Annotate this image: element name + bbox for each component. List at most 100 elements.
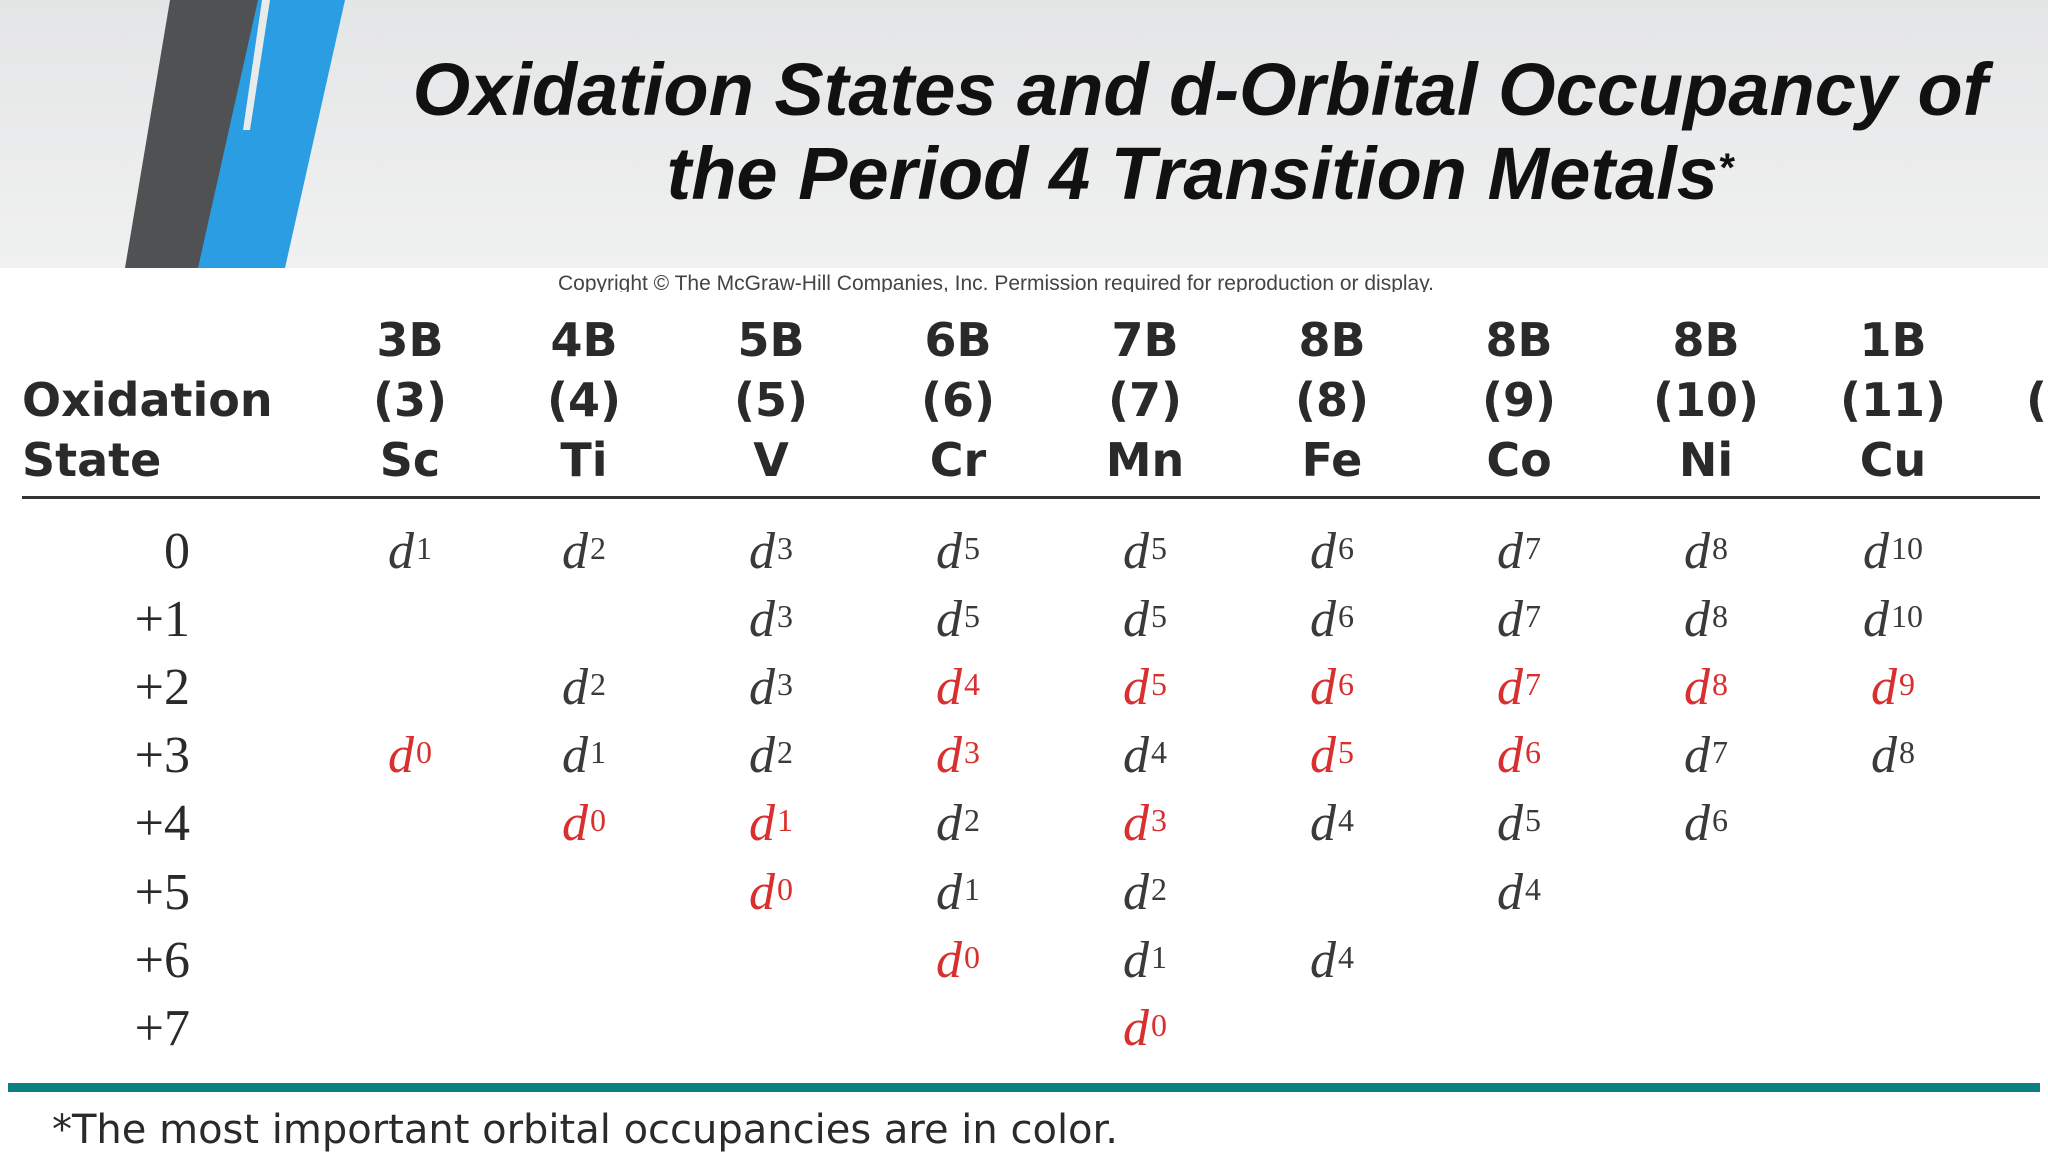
electron-count: 7 (1712, 734, 1728, 770)
orbital-letter: d (749, 523, 775, 580)
electron-count: 1 (964, 871, 980, 907)
column-header-fe: 8B (8) Fe (1247, 310, 1417, 490)
orbital-occupancy-cell: d7 (1621, 724, 1791, 788)
orbital-occupancy-cell: d3 (1060, 792, 1230, 856)
electron-count: 5 (964, 530, 980, 566)
slide-title: Oxidation States and d-Orbital Occupancy… (360, 48, 2040, 216)
electron-count: 7 (1525, 666, 1541, 702)
orbital-occupancy-cell: d8 (1621, 656, 1791, 720)
column-header-element: Cu (1859, 433, 1927, 487)
electron-count: 6 (1525, 734, 1541, 770)
column-header-number: (8) (1294, 373, 1370, 427)
electron-count: 0 (777, 871, 793, 907)
column-header-ni: 8B (10) Ni (1621, 310, 1791, 490)
column-header-element: Ti (560, 433, 608, 487)
orbital-letter: d (1123, 523, 1149, 580)
electron-count: 5 (1151, 530, 1167, 566)
orbital-occupancy-cell: d1 (499, 724, 669, 788)
orbital-occupancy-cell: d2 (686, 724, 856, 788)
electron-count: 3 (777, 666, 793, 702)
orbital-occupancy-cell: d1 (1060, 929, 1230, 993)
orbital-occupancy-cell: d8 (1808, 724, 1978, 788)
orbital-letter: d (1497, 727, 1523, 784)
column-header-number: (5) (733, 373, 809, 427)
orbital-letter: d (1123, 591, 1149, 648)
orbital-letter: d (388, 727, 414, 784)
orbital-letter: d (1310, 932, 1336, 989)
column-header-number: (9) (1481, 373, 1557, 427)
column-header-group: 3B (376, 313, 444, 367)
orbital-letter: d (1684, 591, 1710, 648)
orbital-occupancy-cell: d0 (325, 724, 495, 788)
column-header-group: 8B (1672, 313, 1740, 367)
electron-count: 4 (1525, 871, 1541, 907)
column-header-group: 1B (1859, 313, 1927, 367)
oxidation-state-label: +4 (134, 795, 190, 852)
column-header-group: 8B (1298, 313, 1366, 367)
orbital-occupancy-cell: d4 (1247, 792, 1417, 856)
orbital-letter: d (936, 932, 962, 989)
truncated-column-header: ( (2026, 373, 2048, 427)
orbital-occupancy-cell: d4 (1060, 724, 1230, 788)
orbital-letter: d (936, 795, 962, 852)
orbital-occupancy-cell: d0 (686, 861, 856, 925)
orbital-occupancy-cell: d0 (873, 929, 1043, 993)
orbital-occupancy-cell: d5 (1060, 656, 1230, 720)
orbital-occupancy-cell: d5 (1060, 588, 1230, 652)
electron-count: 0 (416, 734, 432, 770)
electron-count: 6 (1338, 530, 1354, 566)
orbital-letter: d (1310, 659, 1336, 716)
orbital-letter: d (1497, 864, 1523, 921)
orbital-letter: d (749, 591, 775, 648)
title-banner (0, 0, 2048, 268)
orbital-letter: d (1123, 795, 1149, 852)
oxidation-state-label: +7 (134, 1000, 190, 1057)
oxidation-state-label: +6 (134, 932, 190, 989)
column-header-group: 4B (550, 313, 618, 367)
orbital-letter: d (1497, 659, 1523, 716)
column-header-element: Mn (1105, 433, 1185, 487)
orbital-letter: d (562, 659, 588, 716)
orbital-letter: d (1871, 659, 1897, 716)
column-header-co: 8B (9) Co (1434, 310, 1604, 490)
column-header-sc: 3B (3) Sc (325, 310, 495, 490)
column-header-group: 6B (924, 313, 992, 367)
electron-count: 5 (964, 598, 980, 634)
footnote: *The most important orbital occupancies … (52, 1107, 1119, 1153)
orbital-letter: d (936, 864, 962, 921)
column-header-mn: 7B (7) Mn (1060, 310, 1230, 490)
orbital-occupancy-cell: d2 (499, 656, 669, 720)
orbital-occupancy-cell: d10 (1808, 520, 1978, 584)
orbital-letter: d (562, 727, 588, 784)
column-header-element: Fe (1301, 433, 1363, 487)
orbital-occupancy-cell: d3 (686, 520, 856, 584)
orbital-letter: d (1310, 795, 1336, 852)
orbital-letter: d (562, 795, 588, 852)
orbital-letter: d (936, 591, 962, 648)
column-header-group: 8B (1485, 313, 1553, 367)
orbital-occupancy-cell: d3 (873, 724, 1043, 788)
column-header-number: (3) (372, 373, 448, 427)
electron-count: 2 (590, 666, 606, 702)
column-header-cr: 6B (6) Cr (873, 310, 1043, 490)
orbital-letter: d (1123, 932, 1149, 989)
electron-count: 10 (1891, 530, 1923, 566)
orbital-letter: d (1863, 591, 1889, 648)
orbital-letter: d (1497, 795, 1523, 852)
column-header-number: (4) (546, 373, 622, 427)
orbital-letter: d (749, 659, 775, 716)
orbital-occupancy-cell: d4 (1247, 929, 1417, 993)
orbital-letter: d (1123, 659, 1149, 716)
electron-count: 3 (777, 530, 793, 566)
orbital-occupancy-cell: d4 (1434, 861, 1604, 925)
orbital-letter: d (1123, 1000, 1149, 1057)
electron-count: 1 (777, 802, 793, 838)
slide-title-line2-text: the Period 4 Transition Metals (666, 132, 1718, 215)
electron-count: 5 (1525, 802, 1541, 838)
electron-count: 1 (416, 530, 432, 566)
electron-count: 8 (1712, 530, 1728, 566)
orbital-letter: d (388, 523, 414, 580)
orbital-letter: d (1863, 523, 1889, 580)
electron-count: 4 (964, 666, 980, 702)
orbital-letter: d (562, 523, 588, 580)
